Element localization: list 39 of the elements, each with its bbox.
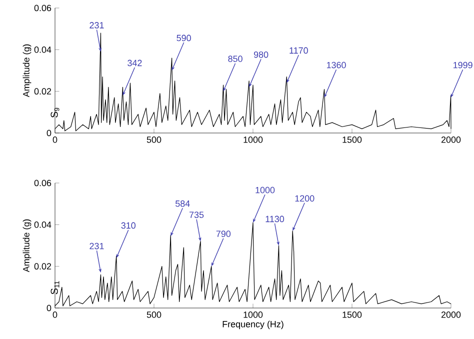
annotation: 590 bbox=[176, 34, 191, 42]
annotation: S$_{9}$ bbox=[50, 108, 60, 118]
x-tick-label: 1500 bbox=[342, 136, 362, 143]
x-tick-label: 500 bbox=[146, 136, 162, 143]
annotation: 1200 bbox=[295, 195, 314, 202]
annotation: S$_{11}$ bbox=[50, 281, 60, 294]
x-tick-label: 2000 bbox=[441, 136, 461, 143]
x-tick-label: 500 bbox=[146, 312, 162, 318]
annotation: 310 bbox=[121, 222, 136, 229]
x-tick-label: 2000 bbox=[441, 312, 461, 318]
x-tick-label: 1000 bbox=[244, 136, 263, 143]
x-tick-label: 0 bbox=[52, 312, 58, 318]
annotation: 980 bbox=[254, 51, 268, 58]
annotation: 1170 bbox=[290, 47, 308, 54]
x-tick-label: 1000 bbox=[244, 312, 263, 318]
y-tick-label: 0 bbox=[46, 304, 52, 312]
annotation: 790 bbox=[216, 230, 231, 237]
annotation: 1130 bbox=[266, 216, 284, 222]
y-tick-label: 0.02 bbox=[34, 263, 52, 270]
annotation: 1360 bbox=[326, 62, 346, 68]
annotation: 1999 bbox=[454, 62, 472, 68]
x-tick-label: 1500 bbox=[342, 312, 362, 318]
y-tick-label: 0 bbox=[46, 130, 52, 136]
y-tick-label: 0.06 bbox=[34, 4, 52, 12]
y-tick-label: 0.04 bbox=[34, 46, 52, 53]
y-tick-label: 0.06 bbox=[34, 180, 52, 186]
y-tick-label: 0.02 bbox=[34, 88, 52, 95]
y-axis-title: Amplitude (g) bbox=[22, 44, 32, 98]
annotation: 231 bbox=[90, 22, 104, 28]
annotation: 584 bbox=[176, 200, 190, 207]
y-axis-title: Amplitude (g) bbox=[22, 219, 32, 272]
annotation: 1000 bbox=[256, 186, 275, 194]
annotation: 342 bbox=[128, 60, 142, 66]
x-axis-title: Frequency (Hz) bbox=[222, 320, 284, 330]
annotation: 231 bbox=[90, 242, 104, 250]
annotation: 735 bbox=[190, 212, 204, 218]
annotation: 850 bbox=[228, 56, 242, 62]
y-tick-label: 0.04 bbox=[34, 221, 52, 228]
x-tick-label: 0 bbox=[52, 136, 58, 143]
